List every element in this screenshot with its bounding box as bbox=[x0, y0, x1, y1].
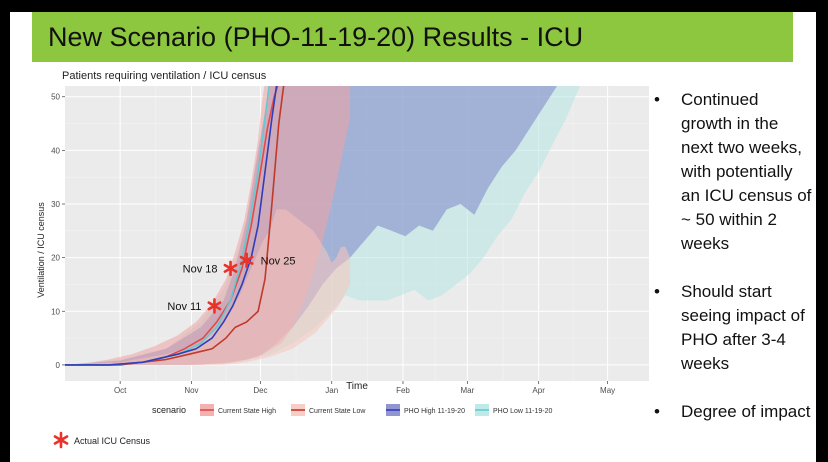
line-pho-high-11-19-20 bbox=[65, 86, 278, 366]
y-axis-ticks: 0 10 20 30 40 50 bbox=[51, 93, 65, 370]
legend-item: Current State Low bbox=[291, 404, 366, 416]
census-label: Nov 18 bbox=[183, 263, 218, 275]
legend-label: Current State Low bbox=[309, 408, 366, 415]
census-marker bbox=[223, 260, 238, 277]
slide: New Scenario (PHO-11-19-20) Results - IC… bbox=[10, 12, 816, 462]
census-legend-icon bbox=[53, 431, 69, 449]
x-tick-label: May bbox=[600, 386, 615, 395]
x-tick-label: Jan bbox=[325, 386, 338, 395]
y-tick-label: 20 bbox=[51, 254, 60, 263]
census-label: Nov 11 bbox=[167, 301, 201, 313]
x-tick-label: Dec bbox=[253, 386, 267, 395]
legend-item: PHO Low 11-19-20 bbox=[475, 404, 553, 416]
x-axis-label: Time bbox=[346, 381, 368, 392]
legend: scenario Current State High Current State… bbox=[152, 404, 553, 416]
bullet-list: Continued growth in the next two weeks, … bbox=[654, 88, 814, 448]
bullet-item: Degree of impact bbox=[654, 400, 814, 424]
y-axis-label: Ventilation / ICU census bbox=[36, 202, 46, 298]
legend-item: Current State High bbox=[200, 404, 276, 416]
x-tick-label: Apr bbox=[532, 386, 545, 395]
x-tick-label: Nov bbox=[184, 386, 198, 395]
y-tick-label: 30 bbox=[51, 200, 60, 209]
y-tick-label: 0 bbox=[56, 361, 61, 370]
y-tick-label: 40 bbox=[51, 146, 60, 155]
y-tick-label: 10 bbox=[51, 307, 60, 316]
census-marker bbox=[239, 252, 254, 269]
line-current-state-low bbox=[65, 86, 285, 366]
chart: Patients requiring ventilation / ICU cen… bbox=[36, 70, 649, 449]
slide-title: New Scenario (PHO-11-19-20) Results - IC… bbox=[48, 22, 584, 52]
bullet-item: Continued growth in the next two weeks, … bbox=[654, 88, 814, 256]
chart-title: Patients requiring ventilation / ICU cen… bbox=[62, 70, 267, 82]
confidence-bands bbox=[65, 86, 580, 365]
actual-census-markers: Nov 11 Nov 18 Nov 25 bbox=[167, 252, 296, 314]
census-legend-label: Actual ICU Census bbox=[74, 436, 151, 446]
title-bar: New Scenario (PHO-11-19-20) Results - IC… bbox=[32, 12, 793, 62]
legend-title: scenario bbox=[152, 405, 186, 415]
legend-label: Current State High bbox=[218, 408, 276, 415]
x-axis-ticks: Oct Nov Dec Jan Feb Mar Apr May bbox=[114, 381, 615, 395]
y-tick-label: 50 bbox=[51, 93, 60, 102]
census-label: Nov 25 bbox=[261, 255, 296, 267]
x-tick-label: Mar bbox=[460, 386, 474, 395]
legend-label: PHO High 11-19-20 bbox=[404, 408, 465, 415]
bullet-item: Should start seeing impact of PHO after … bbox=[654, 280, 814, 376]
x-tick-label: Oct bbox=[114, 386, 127, 395]
x-tick-label: Feb bbox=[396, 386, 410, 395]
census-marker bbox=[207, 298, 222, 314]
legend-label: PHO Low 11-19-20 bbox=[493, 408, 553, 415]
census-legend: Actual ICU Census bbox=[53, 431, 151, 449]
legend-item: PHO High 11-19-20 bbox=[386, 404, 465, 416]
series-lines bbox=[65, 86, 285, 366]
band-current-state-low bbox=[65, 209, 351, 365]
